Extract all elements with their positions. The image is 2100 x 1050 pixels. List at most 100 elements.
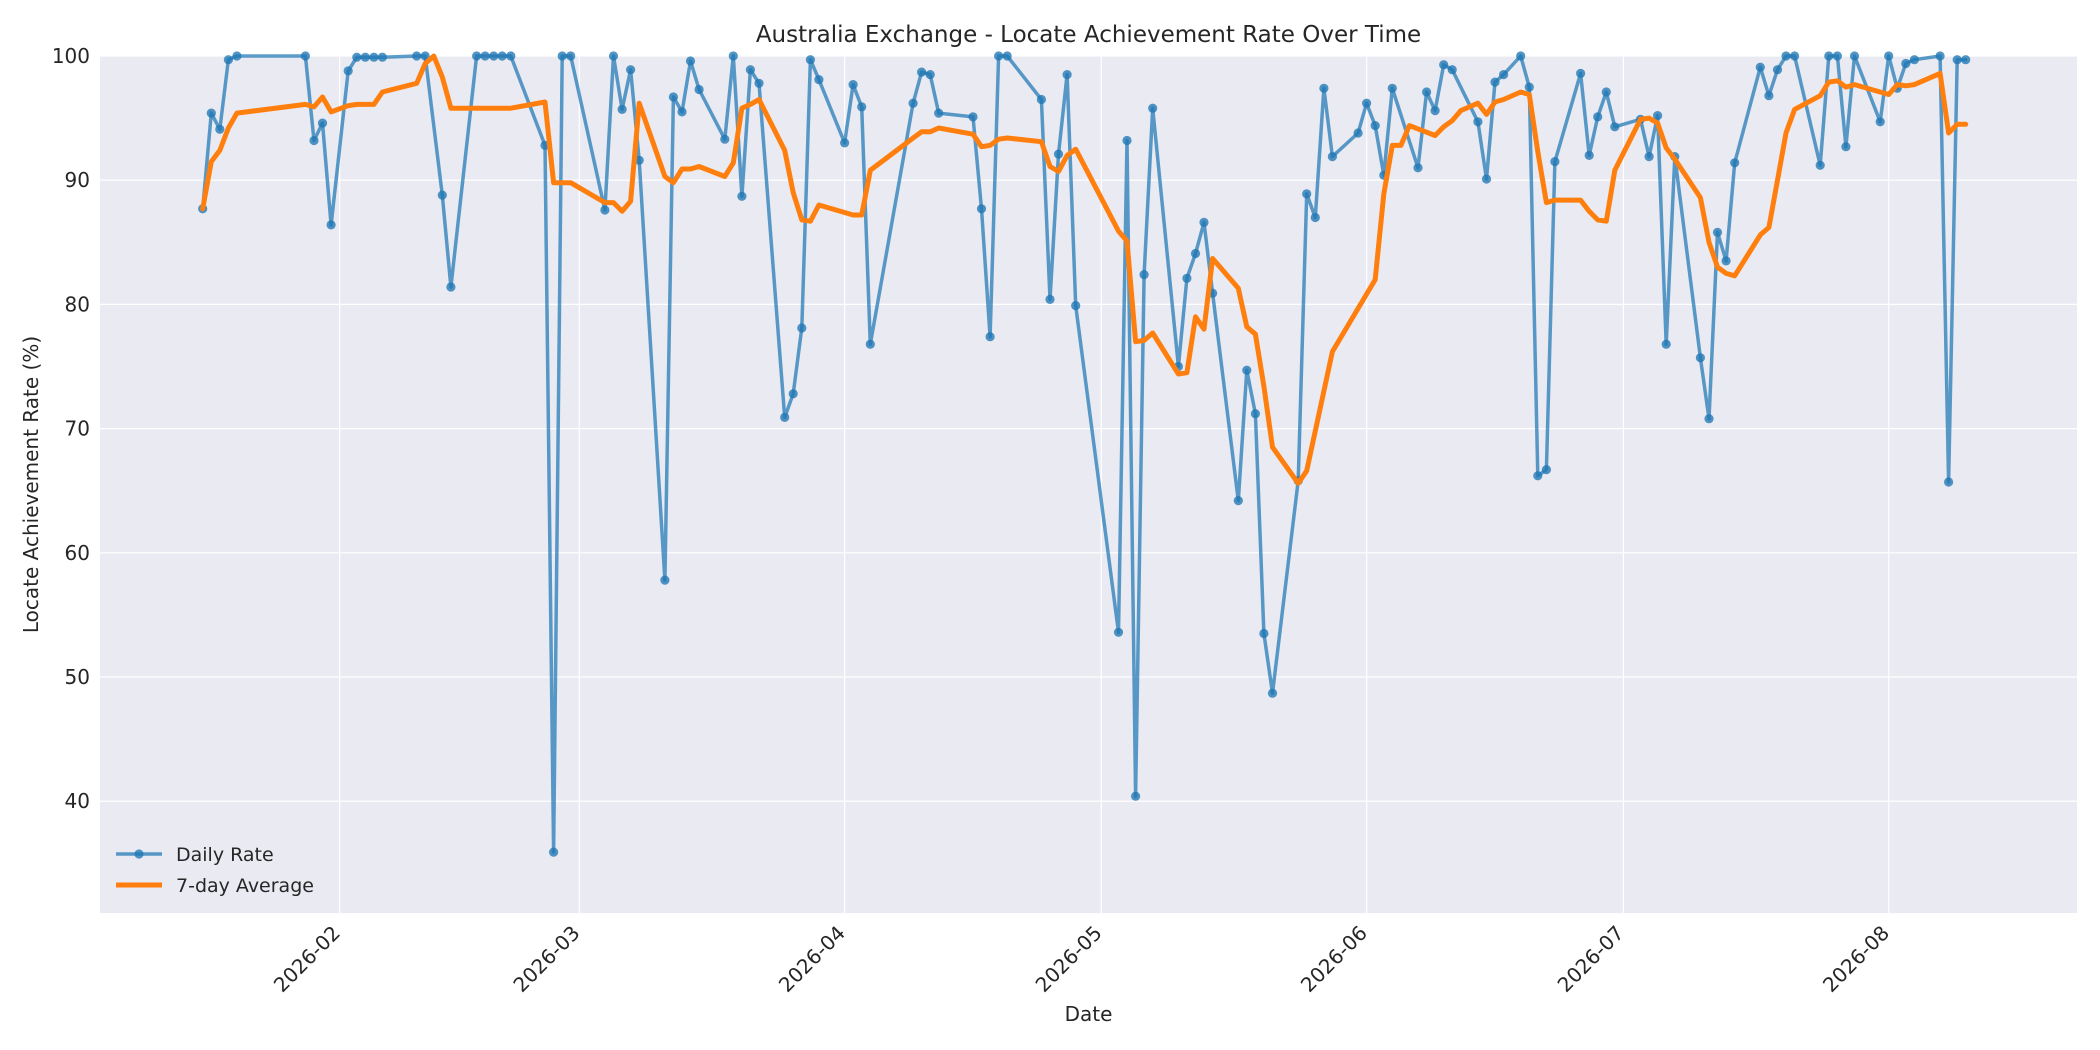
daily-rate-line xyxy=(200,54,1968,854)
y-tick-label: 40 xyxy=(65,789,90,813)
daily-rate-point xyxy=(1413,163,1423,173)
daily-rate-point xyxy=(1661,339,1671,349)
daily-rate-point xyxy=(865,339,875,349)
daily-rate-point xyxy=(352,52,362,62)
legend-label: 7-day Average xyxy=(176,875,314,897)
daily-rate-point xyxy=(549,847,559,857)
daily-rate-point xyxy=(608,51,619,61)
daily-rate-point xyxy=(994,51,1004,61)
daily-rate-point xyxy=(360,52,370,62)
daily-rate-point xyxy=(1730,158,1740,168)
y-axis-label: Locate Achievement Rate (%) xyxy=(19,336,43,633)
daily-rate-point xyxy=(1533,471,1543,481)
daily-rate-point xyxy=(1053,149,1064,159)
daily-rate-point xyxy=(917,67,927,77)
daily-rate-point xyxy=(1721,256,1731,266)
chart-title: Australia Exchange - Locate Achievement … xyxy=(756,22,1421,48)
daily-rate-point xyxy=(934,108,944,118)
daily-rate-point xyxy=(1541,465,1551,475)
daily-rate-point xyxy=(976,204,987,214)
daily-rate-point xyxy=(1199,217,1209,227)
daily-rate-point xyxy=(1233,496,1243,506)
daily-rate-point xyxy=(1122,135,1132,146)
daily-rate-point xyxy=(1250,409,1260,419)
daily-rate-point xyxy=(968,112,978,122)
daily-rate-point xyxy=(232,51,242,61)
daily-rate-point xyxy=(1481,174,1492,184)
daily-rate-point xyxy=(1516,51,1526,61)
daily-rate-point xyxy=(728,51,738,61)
grid xyxy=(100,55,2077,913)
daily-rate-point xyxy=(497,51,507,61)
daily-rate-point xyxy=(412,51,422,61)
daily-rate-point xyxy=(1884,51,1894,61)
daily-rate-point xyxy=(1712,227,1723,237)
daily-rate-point xyxy=(1832,51,1842,61)
daily-rate-point xyxy=(805,55,816,65)
daily-rate-point xyxy=(1319,83,1329,93)
daily-rate-point xyxy=(1576,68,1586,78)
average-line xyxy=(200,53,1969,486)
y-tick-label: 60 xyxy=(65,541,90,565)
daily-rate-point xyxy=(1815,160,1825,170)
daily-rate-point xyxy=(1242,365,1252,375)
daily-rate-point xyxy=(1524,82,1534,92)
daily-rate-point xyxy=(1824,51,1834,61)
daily-rate-point xyxy=(1550,157,1560,167)
daily-rate-point xyxy=(1267,688,1278,698)
daily-rate-point xyxy=(1849,51,1860,61)
daily-rate-point xyxy=(472,51,482,61)
daily-rate-point xyxy=(1593,112,1603,122)
daily-rate-point xyxy=(1755,62,1765,72)
daily-rate-point xyxy=(600,205,610,215)
daily-rate-point xyxy=(1139,270,1149,280)
daily-rate-point xyxy=(1901,58,1911,69)
daily-rate-point xyxy=(1387,83,1397,93)
daily-rate-point xyxy=(848,80,858,90)
daily-rate-point xyxy=(1002,51,1012,61)
daily-rate-point xyxy=(1036,94,1046,105)
daily-rate-point xyxy=(1113,627,1124,637)
daily-rate-point xyxy=(369,52,379,62)
daily-rate-point xyxy=(908,98,918,108)
daily-rate-point xyxy=(1362,98,1372,108)
daily-rate-point xyxy=(925,70,935,80)
daily-rate-point xyxy=(1370,121,1380,131)
daily-rate-point xyxy=(694,84,704,95)
daily-rate-point xyxy=(489,51,499,61)
daily-rate-point xyxy=(317,118,328,128)
daily-rate-point xyxy=(1045,294,1055,304)
daily-rate-point xyxy=(840,138,850,148)
daily-rate-point xyxy=(754,78,764,88)
daily-rate-point xyxy=(1790,51,1800,61)
daily-rate-point xyxy=(626,65,636,75)
daily-rate-point xyxy=(446,282,456,292)
legend-marker xyxy=(134,849,144,859)
daily-rate-point xyxy=(685,56,696,66)
daily-rate-point xyxy=(1764,91,1774,101)
daily-rate-point xyxy=(857,102,867,112)
daily-rate-point xyxy=(1259,628,1269,639)
daily-rate-point xyxy=(1781,51,1791,61)
daily-rate-point xyxy=(1148,103,1158,113)
daily-rate-point xyxy=(566,51,576,61)
daily-rate-point xyxy=(737,191,747,201)
daily-rate-point xyxy=(223,55,233,65)
daily-rate-point xyxy=(300,51,310,61)
daily-rate-point xyxy=(1704,414,1714,424)
daily-rate-point xyxy=(1062,70,1072,80)
daily-rate-point xyxy=(1952,55,1962,65)
daily-rate-point xyxy=(1302,189,1312,199)
daily-rate-point xyxy=(1499,70,1509,80)
daily-rate-point xyxy=(668,92,679,102)
y-ticks: 40 50 60 70 80 90 100 xyxy=(52,44,90,813)
daily-rate-point xyxy=(1490,77,1500,87)
daily-rate-point xyxy=(1961,55,1971,65)
daily-rate-point xyxy=(1909,55,1919,65)
daily-rate-point xyxy=(617,104,627,114)
daily-rate-point xyxy=(377,52,387,62)
legend: Daily Rate 7-day Average xyxy=(116,844,314,897)
daily-rate-point xyxy=(1422,87,1432,97)
daily-rate-point xyxy=(814,75,824,85)
